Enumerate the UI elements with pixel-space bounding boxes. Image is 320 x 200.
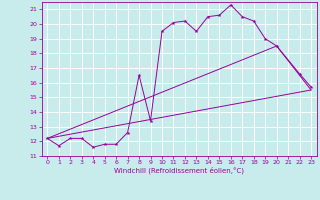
X-axis label: Windchill (Refroidissement éolien,°C): Windchill (Refroidissement éolien,°C) <box>114 167 244 174</box>
